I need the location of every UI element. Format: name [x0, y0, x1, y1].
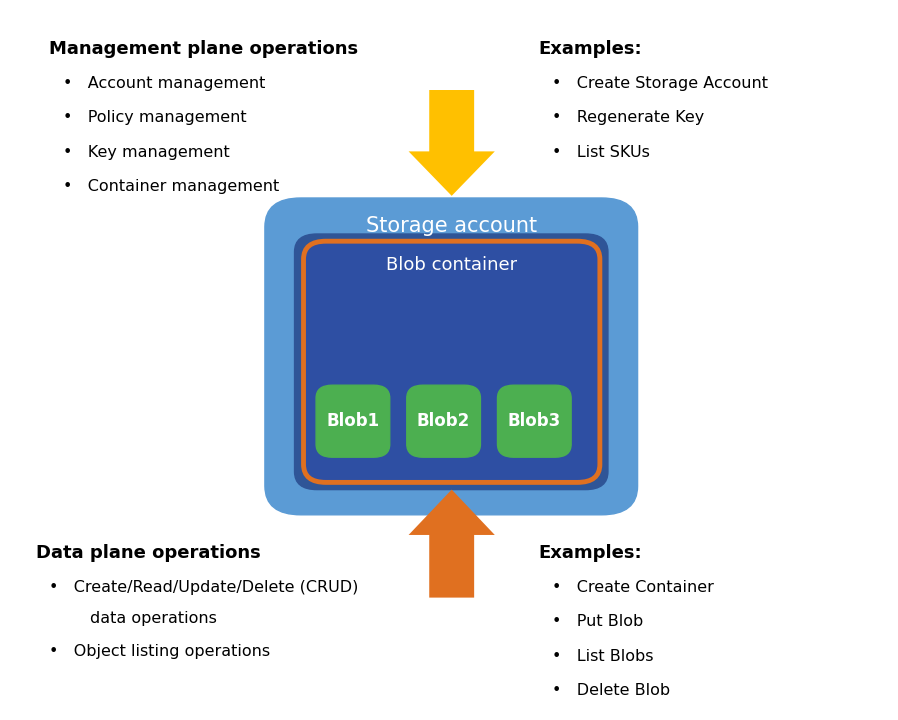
Text: •   Put Blob: • Put Blob	[552, 614, 644, 629]
Polygon shape	[409, 90, 495, 196]
Text: •   Create/Read/Update/Delete (CRUD): • Create/Read/Update/Delete (CRUD)	[49, 580, 359, 595]
Text: •   Key management: • Key management	[63, 145, 230, 160]
Text: data operations: data operations	[90, 611, 216, 626]
Text: •   Regenerate Key: • Regenerate Key	[552, 110, 705, 125]
Text: Blob3: Blob3	[507, 412, 561, 430]
Text: •   List SKUs: • List SKUs	[552, 145, 650, 160]
FancyBboxPatch shape	[265, 198, 638, 515]
Text: Blob1: Blob1	[326, 412, 380, 430]
Text: •   Delete Blob: • Delete Blob	[552, 683, 671, 698]
Text: Management plane operations: Management plane operations	[49, 40, 358, 58]
Text: •   Policy management: • Policy management	[63, 110, 246, 125]
Text: Data plane operations: Data plane operations	[36, 544, 260, 562]
FancyBboxPatch shape	[295, 234, 608, 490]
Text: •   Create Container: • Create Container	[552, 580, 714, 595]
Text: •   Create Storage Account: • Create Storage Account	[552, 76, 769, 91]
Polygon shape	[409, 490, 495, 598]
FancyBboxPatch shape	[407, 385, 480, 457]
FancyBboxPatch shape	[497, 385, 571, 457]
Text: Examples:: Examples:	[539, 544, 642, 562]
FancyBboxPatch shape	[316, 385, 390, 457]
Text: •   Account management: • Account management	[63, 76, 265, 91]
Text: Examples:: Examples:	[539, 40, 642, 58]
FancyBboxPatch shape	[304, 241, 600, 482]
Text: Blob2: Blob2	[417, 412, 471, 430]
Text: •   Object listing operations: • Object listing operations	[49, 644, 270, 659]
Text: Blob container: Blob container	[386, 256, 517, 274]
Text: •   Container management: • Container management	[63, 179, 279, 194]
Text: Storage account: Storage account	[365, 216, 537, 236]
Text: •   List Blobs: • List Blobs	[552, 649, 654, 664]
